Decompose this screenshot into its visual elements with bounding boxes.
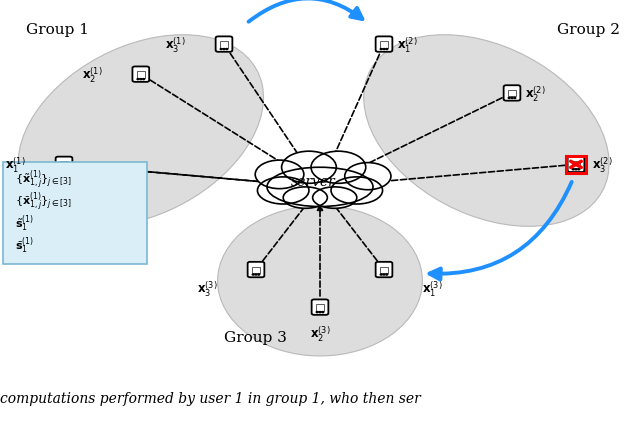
Circle shape xyxy=(143,79,145,81)
Circle shape xyxy=(258,274,260,276)
Text: $\{\tilde{\mathbf{x}}^{(1)}_{1,j}\}_{j\in[3]}$: $\{\tilde{\mathbf{x}}^{(1)}_{1,j}\}_{j\i… xyxy=(15,168,72,192)
Bar xyxy=(316,305,324,311)
Text: $\mathbf{x}_2^{(3)}$: $\mathbf{x}_2^{(3)}$ xyxy=(310,324,330,343)
Circle shape xyxy=(223,49,225,51)
Ellipse shape xyxy=(218,206,422,356)
Bar xyxy=(380,267,388,273)
Text: $\mathbf{x}_2^{(2)}$: $\mathbf{x}_2^{(2)}$ xyxy=(525,84,545,104)
FancyBboxPatch shape xyxy=(132,67,149,83)
Bar xyxy=(316,305,324,311)
Circle shape xyxy=(380,49,382,51)
Text: computations performed by user 1 in group 1, who then ser: computations performed by user 1 in grou… xyxy=(0,391,420,405)
FancyBboxPatch shape xyxy=(568,157,584,173)
Bar xyxy=(136,72,145,78)
Text: $\mathbf{x}_3^{(1)}$: $\mathbf{x}_3^{(1)}$ xyxy=(165,35,186,55)
Text: Group 2: Group 2 xyxy=(557,23,620,37)
Circle shape xyxy=(508,98,510,99)
Ellipse shape xyxy=(18,36,264,227)
Text: $\tilde{\mathbf{s}}^{(1)}_1$: $\tilde{\mathbf{s}}^{(1)}_1$ xyxy=(15,213,34,234)
Circle shape xyxy=(282,152,337,184)
Text: $\mathbf{x}_1^{(1)}$: $\mathbf{x}_1^{(1)}$ xyxy=(5,155,26,175)
Circle shape xyxy=(383,274,385,276)
Bar xyxy=(572,162,580,168)
Circle shape xyxy=(386,274,388,276)
FancyBboxPatch shape xyxy=(504,86,520,101)
Circle shape xyxy=(140,79,141,81)
Circle shape xyxy=(255,274,257,276)
Circle shape xyxy=(514,98,516,99)
Circle shape xyxy=(316,312,318,313)
Circle shape xyxy=(255,161,304,189)
Bar xyxy=(508,91,516,97)
Ellipse shape xyxy=(331,178,383,204)
Text: Group 1: Group 1 xyxy=(26,23,88,37)
Bar xyxy=(380,267,388,273)
Circle shape xyxy=(319,312,321,313)
Circle shape xyxy=(511,98,513,99)
FancyBboxPatch shape xyxy=(312,300,328,315)
Text: $\mathbf{x}_3^{(3)}$: $\mathbf{x}_3^{(3)}$ xyxy=(197,279,218,298)
Bar xyxy=(60,162,68,168)
Bar xyxy=(220,42,228,49)
Circle shape xyxy=(386,49,388,51)
Ellipse shape xyxy=(313,187,357,209)
Circle shape xyxy=(220,49,222,51)
FancyBboxPatch shape xyxy=(248,262,264,278)
FancyBboxPatch shape xyxy=(3,163,147,264)
Circle shape xyxy=(226,49,228,51)
Text: server: server xyxy=(291,175,336,189)
Ellipse shape xyxy=(267,168,373,207)
Bar xyxy=(380,42,388,49)
Bar xyxy=(220,42,228,49)
FancyBboxPatch shape xyxy=(376,262,392,278)
Text: $\bar{\mathbf{s}}^{(1)}_1$: $\bar{\mathbf{s}}^{(1)}_1$ xyxy=(15,235,34,256)
Bar xyxy=(60,162,68,168)
Text: $\{\bar{\mathbf{x}}^{(1)}_{1,j}\}_{j\in[3]}$: $\{\bar{\mathbf{x}}^{(1)}_{1,j}\}_{j\in[… xyxy=(15,190,72,213)
Circle shape xyxy=(322,312,324,313)
Circle shape xyxy=(311,152,366,184)
Circle shape xyxy=(252,274,254,276)
Text: $\mathbf{x}_3^{(2)}$: $\mathbf{x}_3^{(2)}$ xyxy=(592,155,612,175)
FancyArrowPatch shape xyxy=(248,0,362,23)
Bar xyxy=(572,162,580,168)
Bar xyxy=(380,42,388,49)
Circle shape xyxy=(137,79,139,81)
Ellipse shape xyxy=(257,178,309,204)
Bar xyxy=(252,267,260,273)
Bar xyxy=(508,91,516,97)
FancyArrowPatch shape xyxy=(429,182,572,280)
Text: $\mathbf{x}_1^{(3)}$: $\mathbf{x}_1^{(3)}$ xyxy=(422,279,443,298)
Text: Group 3: Group 3 xyxy=(224,331,287,344)
Ellipse shape xyxy=(364,36,609,227)
Circle shape xyxy=(345,163,391,190)
Text: $\mathbf{x}_2^{(1)}$: $\mathbf{x}_2^{(1)}$ xyxy=(82,65,102,85)
FancyBboxPatch shape xyxy=(56,157,72,173)
Text: $\mathbf{x}_1^{(2)}$: $\mathbf{x}_1^{(2)}$ xyxy=(397,35,417,55)
FancyBboxPatch shape xyxy=(376,37,392,53)
Circle shape xyxy=(380,274,382,276)
Ellipse shape xyxy=(283,187,327,209)
Bar xyxy=(136,72,145,78)
Circle shape xyxy=(383,49,385,51)
Bar xyxy=(252,267,260,273)
FancyBboxPatch shape xyxy=(216,37,232,53)
